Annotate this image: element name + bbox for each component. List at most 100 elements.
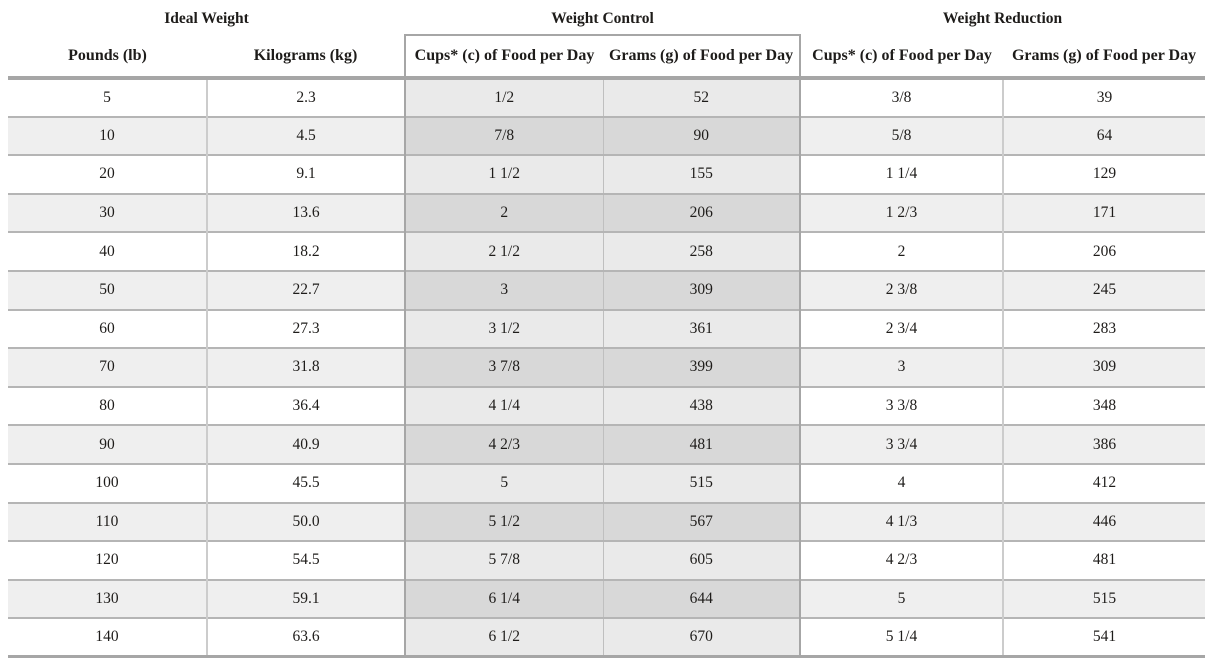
cell-control-cups: 3 1/2 (404, 308, 604, 349)
group-weight-reduction: Weight Reduction (800, 3, 1206, 35)
cell-control-cups: 3 (404, 269, 604, 310)
table-row: 50 22.7 3 309 2 3/8 245 (8, 269, 1206, 310)
col-header-reduction-cups: Cups* (c) of Food per Day (800, 35, 1004, 80)
cell-reduction-cups: 2 3/4 (800, 308, 1005, 349)
col-header-kilograms: Kilograms (kg) (207, 35, 406, 80)
col-header-pounds: Pounds (lb) (8, 35, 207, 80)
cell-control-grams: 258 (603, 231, 802, 271)
cell-control-grams: 481 (603, 424, 802, 464)
table-row: 140 63.6 6 1/2 670 5 1/4 541 (8, 617, 1206, 659)
cell-kilograms: 50.0 (207, 501, 406, 542)
table-row: 70 31.8 3 7/8 399 3 309 (8, 347, 1206, 387)
cell-kilograms: 9.1 (207, 154, 406, 194)
cell-control-cups: 5 (404, 462, 604, 503)
cell-control-grams: 515 (603, 462, 802, 503)
cell-control-grams: 438 (603, 385, 802, 426)
cell-kilograms: 2.3 (207, 78, 406, 117)
cell-kilograms: 40.9 (207, 424, 406, 464)
table-row: 100 45.5 5 515 4 412 (8, 462, 1206, 503)
cell-kilograms: 22.7 (207, 269, 406, 310)
cell-reduction-cups: 2 3/8 (800, 269, 1005, 310)
table-row: 10 4.5 7/8 90 5/8 64 (8, 115, 1206, 156)
cell-pounds: 80 (8, 385, 208, 426)
cell-pounds: 30 (8, 192, 208, 233)
cell-reduction-cups: 5/8 (800, 115, 1005, 156)
cell-control-cups: 6 1/2 (404, 617, 604, 659)
cell-reduction-grams: 541 (1003, 617, 1206, 659)
cell-control-cups: 6 1/4 (404, 578, 604, 619)
table-row: 30 13.6 2 206 1 2/3 171 (8, 192, 1206, 233)
cell-kilograms: 54.5 (207, 540, 406, 580)
cell-pounds: 10 (8, 115, 208, 156)
cell-pounds: 70 (8, 347, 208, 387)
cell-control-cups: 1 1/2 (404, 154, 604, 194)
cell-kilograms: 31.8 (207, 347, 406, 387)
cell-reduction-grams: 309 (1003, 347, 1206, 387)
cell-pounds: 20 (8, 154, 208, 194)
cell-kilograms: 45.5 (207, 462, 406, 503)
cell-control-cups: 4 2/3 (404, 424, 604, 464)
cell-reduction-grams: 39 (1003, 78, 1206, 117)
cell-pounds: 130 (8, 578, 208, 619)
table-row: 5 2.3 1/2 52 3/8 39 (8, 78, 1206, 117)
cell-pounds: 60 (8, 308, 208, 349)
group-weight-control: Weight Control (405, 3, 801, 35)
cell-reduction-grams: 348 (1003, 385, 1206, 426)
cell-reduction-cups: 4 2/3 (800, 540, 1005, 580)
table-row: 20 9.1 1 1/2 155 1 1/4 129 (8, 154, 1206, 194)
cell-control-cups: 2 (404, 192, 604, 233)
table-header: Ideal Weight Weight Control Weight Reduc… (8, 3, 1206, 80)
cell-pounds: 110 (8, 501, 208, 542)
cell-reduction-grams: 64 (1003, 115, 1206, 156)
cell-reduction-cups: 1 1/4 (800, 154, 1005, 194)
cell-control-grams: 644 (603, 578, 802, 619)
cell-reduction-cups: 4 (800, 462, 1005, 503)
cell-kilograms: 63.6 (207, 617, 406, 659)
feeding-table: Ideal Weight Weight Control Weight Reduc… (8, 3, 1206, 659)
cell-control-grams: 309 (603, 269, 802, 310)
cell-pounds: 140 (8, 617, 208, 659)
cell-kilograms: 13.6 (207, 192, 406, 233)
cell-reduction-grams: 283 (1003, 308, 1206, 349)
cell-reduction-grams: 129 (1003, 154, 1206, 194)
cell-control-grams: 206 (603, 192, 802, 233)
table-row: 80 36.4 4 1/4 438 3 3/8 348 (8, 385, 1206, 426)
col-header-control-cups: Cups* (c) of Food per Day (404, 34, 604, 80)
cell-reduction-cups: 1 2/3 (800, 192, 1005, 233)
cell-pounds: 120 (8, 540, 208, 580)
group-header-row: Ideal Weight Weight Control Weight Reduc… (8, 3, 1206, 35)
cell-reduction-grams: 206 (1003, 231, 1206, 271)
cell-control-cups: 1/2 (404, 78, 604, 117)
table-row: 120 54.5 5 7/8 605 4 2/3 481 (8, 540, 1206, 580)
cell-kilograms: 59.1 (207, 578, 406, 619)
cell-reduction-grams: 412 (1003, 462, 1206, 503)
table-row: 60 27.3 3 1/2 361 2 3/4 283 (8, 308, 1206, 349)
cell-pounds: 100 (8, 462, 208, 503)
cell-reduction-grams: 515 (1003, 578, 1206, 619)
cell-control-grams: 90 (603, 115, 802, 156)
cell-control-cups: 7/8 (404, 115, 604, 156)
cell-kilograms: 18.2 (207, 231, 406, 271)
table-body: 5 2.3 1/2 52 3/8 39 10 4.5 7/8 90 5/8 64 20 9.1 1 1/2 1… (8, 78, 1206, 659)
cell-control-grams: 361 (603, 308, 802, 349)
cell-reduction-grams: 481 (1003, 540, 1206, 580)
cell-control-grams: 399 (603, 347, 802, 387)
cell-control-grams: 155 (603, 154, 802, 194)
cell-reduction-cups: 3/8 (800, 78, 1005, 117)
cell-reduction-grams: 446 (1003, 501, 1206, 542)
cell-control-cups: 3 7/8 (404, 347, 604, 387)
cell-reduction-grams: 171 (1003, 192, 1206, 233)
col-header-control-grams: Grams (g) of Food per Day (603, 34, 802, 80)
cell-reduction-cups: 5 (800, 578, 1005, 619)
table-row: 90 40.9 4 2/3 481 3 3/4 386 (8, 424, 1206, 464)
cell-pounds: 50 (8, 269, 208, 310)
cell-control-cups: 2 1/2 (404, 231, 604, 271)
cell-control-grams: 670 (603, 617, 802, 659)
cell-pounds: 90 (8, 424, 208, 464)
cell-reduction-cups: 3 3/8 (800, 385, 1005, 426)
cell-control-grams: 567 (603, 501, 802, 542)
cell-kilograms: 4.5 (207, 115, 406, 156)
cell-reduction-cups: 2 (800, 231, 1005, 271)
cell-reduction-cups: 3 3/4 (800, 424, 1005, 464)
